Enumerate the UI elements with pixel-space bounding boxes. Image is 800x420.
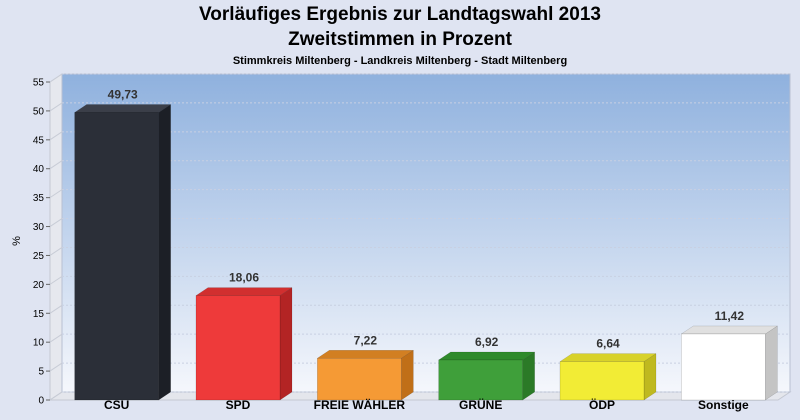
y-tick-label: 30 [33, 222, 45, 233]
y-tick-label: 45 [33, 135, 45, 146]
bar-group: 18,06 SPD [195, 271, 293, 412]
y-tick-label: 5 [38, 367, 44, 378]
bar-group: 6,64 ÖDP [559, 337, 657, 412]
y-tick-label: 10 [33, 338, 45, 349]
bar-side [158, 104, 171, 401]
bar-group: 11,42 Sonstige [680, 309, 779, 412]
bar-top [437, 351, 536, 361]
y-tick-label: 15 [33, 309, 45, 320]
x-tick-label: FREIE WÄHLER [314, 397, 406, 412]
x-tick-label: SPD [226, 398, 251, 412]
gridline-wall [49, 304, 63, 314]
chart-title: Vorläufiges Ergebnis zur Landtagswahl 20… [199, 4, 601, 25]
gridline-wall [49, 391, 63, 401]
data-label: 11,42 [715, 309, 745, 323]
bar-top [73, 104, 172, 113]
bar-top [559, 353, 657, 362]
gridline-wall [49, 275, 63, 285]
bar [438, 359, 523, 401]
data-label: 6,64 [596, 337, 620, 351]
gridline-wall [49, 160, 63, 170]
bar-group: 6,92 GRÜNE [437, 335, 536, 412]
bar [317, 358, 402, 401]
gridline-wall [49, 218, 63, 227]
y-axis-label: % [11, 236, 23, 246]
x-tick-label: ÖDP [589, 397, 615, 412]
y-tick-label: 55 [33, 78, 45, 89]
y-tick-label: 35 [33, 193, 45, 204]
plot-area [61, 73, 791, 393]
bar [74, 112, 159, 401]
data-label: 49,73 [108, 87, 138, 101]
gridline-wall [49, 102, 63, 112]
bar-side [765, 325, 778, 401]
bar [559, 361, 645, 401]
bar-group: 7,22 FREIE WÄHLER [314, 333, 415, 412]
y-tick-label: 25 [33, 251, 45, 262]
bar-group: 49,73 CSU [73, 87, 172, 412]
gridline-wall [49, 73, 63, 83]
gridline-wall [49, 247, 63, 256]
x-tick-label: CSU [104, 398, 129, 412]
bar-side [522, 351, 535, 401]
bar-side [401, 349, 414, 401]
bar [681, 333, 766, 401]
data-label: 6,92 [475, 335, 499, 349]
bar-top [195, 287, 293, 296]
chart-subtitle: Stimmkreis Miltenberg - Landkreis Milten… [232, 55, 568, 67]
bar [195, 295, 281, 401]
y-tick-label: 0 [38, 396, 44, 407]
gridline-wall [49, 189, 63, 199]
bar-side [279, 287, 293, 401]
data-label: 7,22 [354, 333, 378, 347]
chart-title-line2: Zweitstimmen in Prozent [288, 29, 512, 50]
gridline-wall [49, 333, 63, 343]
bar-top [316, 350, 415, 359]
plot-left-wall [49, 73, 63, 401]
x-tick-label: Sonstige [698, 398, 749, 412]
data-label: 18,06 [229, 271, 259, 285]
y-tick-label: 20 [33, 280, 45, 291]
y-tick-label: 40 [33, 164, 45, 175]
gridline-wall [49, 362, 63, 372]
x-tick-label: GRÜNE [459, 397, 502, 412]
bar-top [680, 325, 779, 335]
y-tick-label: 50 [33, 106, 45, 117]
gridline-wall [49, 131, 63, 141]
